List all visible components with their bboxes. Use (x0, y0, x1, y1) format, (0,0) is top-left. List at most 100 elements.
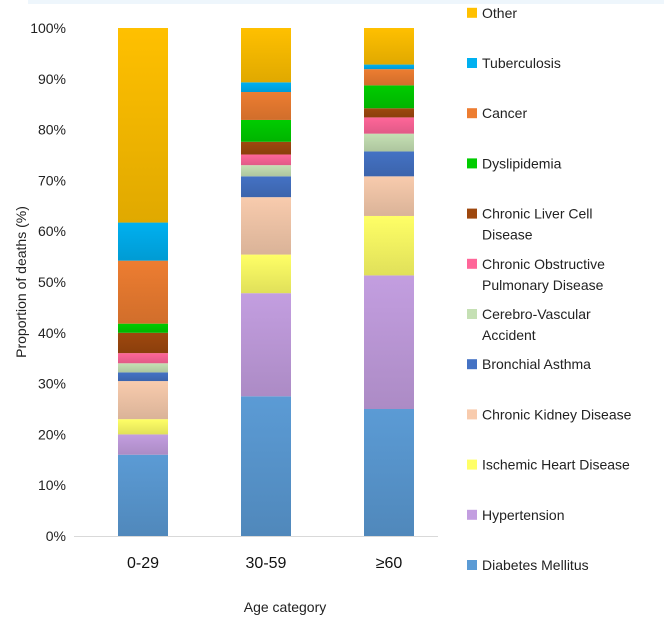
bar-segment (118, 353, 168, 364)
bar-segment (364, 133, 414, 152)
bar-segment (241, 165, 291, 177)
bar-segment (364, 117, 414, 134)
legend-label-line: Disease (482, 227, 533, 243)
legend-item: Dyslipidemia (467, 155, 562, 171)
legend-swatch (467, 509, 477, 520)
bar-segment (364, 409, 414, 536)
bar-segment (364, 176, 414, 216)
legend-item: Chronic Kidney Disease (467, 406, 632, 422)
bar-segment (364, 28, 414, 65)
bar-segment (241, 119, 291, 142)
legend-label-line: Accident (482, 327, 536, 343)
legend-label: Dyslipidemia (482, 155, 562, 171)
legend-label: Cancer (482, 105, 527, 121)
bar-segment (241, 92, 291, 120)
legend-item: Chronic Liver Cell Disease (467, 206, 592, 243)
y-tick-label: 80% (38, 122, 66, 138)
bar-stack (241, 28, 291, 536)
legend-label-line: Chronic Liver Cell (482, 206, 592, 222)
bar-segment (241, 82, 291, 93)
bar-segment (364, 85, 414, 109)
legend-label: Cerebro-Vascular Accident (482, 306, 591, 343)
legend-label: Hypertension (482, 507, 565, 523)
legend-item: Bronchial Asthma (467, 356, 591, 372)
y-axis-title: Proportion of deaths (%) (13, 206, 29, 358)
y-tick-label: 0% (46, 528, 66, 544)
bar-segment (241, 293, 291, 397)
legend-item: Cancer (467, 105, 527, 121)
legend-swatch (467, 58, 477, 68)
bar-segment (118, 260, 168, 324)
bar-segment (241, 254, 291, 294)
legend-label: Chronic Kidney Disease (482, 406, 632, 422)
bar-segment (241, 197, 291, 255)
y-tick-label: 10% (38, 477, 66, 493)
bar-segment (118, 381, 168, 420)
legend-label-line: Pulmonary Disease (482, 277, 604, 293)
bar-segment (241, 176, 291, 198)
legend-swatch (467, 409, 477, 420)
bar-segment (364, 151, 414, 177)
legend-swatch (467, 158, 477, 169)
legend-item: Chronic Obstructive Pulmonary Disease (467, 256, 605, 293)
bar-segment (118, 363, 168, 373)
y-axis-ticks: 0% 10% 20% 30% 40% 50% 60% 70% 80% 90% 100% (30, 20, 66, 544)
legend-label-line: Cerebro-Vascular (482, 306, 591, 322)
bar-stack (364, 28, 414, 536)
legend-label: Other (482, 5, 517, 21)
y-tick-label: 90% (38, 71, 66, 87)
bar-segment (241, 396, 291, 536)
legend: Diabetes Mellitus Hypertension Ischemic He… (467, 5, 632, 573)
bar-segment (241, 28, 291, 83)
bar-segment (364, 108, 414, 118)
x-category-label: 0-29 (127, 555, 159, 572)
legend-label: Diabetes Mellitus (482, 557, 589, 573)
top-strip (28, 0, 664, 4)
legend-item: Other (467, 5, 517, 21)
bar-segment (241, 154, 291, 166)
y-tick-label: 60% (38, 223, 66, 239)
legend-swatch (467, 560, 477, 570)
bar-segment (118, 222, 168, 261)
bar-segment (364, 215, 414, 276)
legend-label: Tuberculosis (482, 55, 561, 71)
legend-swatch (467, 208, 477, 219)
legend-swatch (467, 459, 477, 470)
bar-segment (118, 323, 168, 333)
x-category-label: 30-59 (246, 555, 287, 572)
legend-label: Chronic Liver Cell Disease (482, 206, 592, 243)
bar-segment (118, 332, 168, 354)
bar-segment (364, 64, 414, 70)
legend-swatch (467, 309, 477, 319)
bar-segment (118, 434, 168, 455)
bar-segment (118, 372, 168, 382)
legend-swatch (467, 258, 477, 269)
bar-stack (118, 28, 168, 536)
legend-label-line: Chronic Obstructive (482, 256, 605, 272)
legend-label: Ischemic Heart Disease (482, 457, 630, 473)
y-tick-label: 70% (38, 172, 66, 188)
x-category-label: ≥60 (376, 555, 403, 572)
bar-segment (364, 275, 414, 409)
y-tick-label: 40% (38, 325, 66, 341)
bar-segment (364, 69, 414, 86)
y-tick-label: 100% (30, 20, 66, 36)
legend-item: Ischemic Heart Disease (467, 457, 630, 473)
y-tick-label: 20% (38, 426, 66, 442)
legend-label: Bronchial Asthma (482, 356, 591, 372)
bar-segment (241, 141, 291, 155)
legend-swatch (467, 108, 477, 119)
legend-item: Hypertension (467, 507, 565, 523)
bar-segment (118, 419, 168, 435)
y-tick-label: 30% (38, 376, 66, 392)
y-tick-label: 50% (38, 274, 66, 290)
legend-item: Diabetes Mellitus (467, 557, 589, 573)
bar-segment (118, 28, 168, 223)
legend-label: Chronic Obstructive Pulmonary Disease (482, 256, 605, 293)
legend-item: Cerebro-Vascular Accident (467, 306, 591, 343)
bar-segment (118, 454, 168, 536)
legend-swatch (467, 7, 477, 18)
legend-item: Tuberculosis (467, 55, 561, 71)
